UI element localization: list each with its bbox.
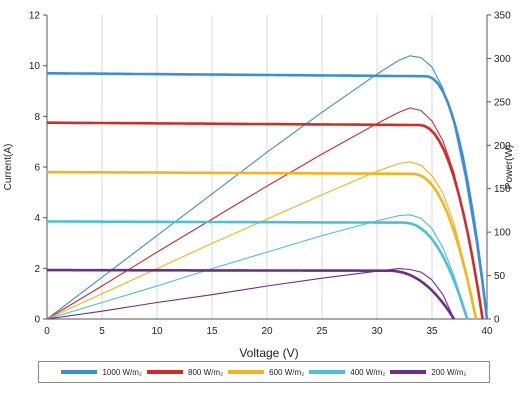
y-right-tick-label: 0 xyxy=(494,315,500,326)
legend-item: 1000 W/m₂ xyxy=(61,368,142,377)
current-curve-2 xyxy=(47,170,478,320)
current-curve-1 xyxy=(47,121,484,320)
legend-item: 800 W/m₂ xyxy=(147,368,223,377)
legend-label: 800 W/m₂ xyxy=(188,367,224,377)
current-curve-4 xyxy=(47,268,456,320)
legend-label: 200 W/m₂ xyxy=(431,367,467,377)
series xyxy=(46,55,489,320)
tick-labels: 0 5 10 15 20 25 30 35 40024681012050100150200250… xyxy=(29,11,511,338)
y-right-tick-label: 300 xyxy=(494,54,511,65)
x-tick-label: 40 xyxy=(481,326,493,337)
legend-swatch xyxy=(390,370,427,374)
power-curve-1 xyxy=(46,107,484,320)
legend-swatch xyxy=(309,370,346,374)
legend-swatch xyxy=(228,370,265,374)
y-left-tick-label: 12 xyxy=(29,11,41,22)
y-right-tick-label: 150 xyxy=(494,184,511,195)
y-right-tick-label: 350 xyxy=(494,11,511,22)
current-curve-3 xyxy=(47,220,469,320)
y-left-tick-label: 6 xyxy=(34,163,40,174)
x-tick-label: 15 xyxy=(206,326,218,337)
grid xyxy=(101,15,433,319)
power-curve-3 xyxy=(46,214,468,320)
y-right-tick-label: 100 xyxy=(494,228,511,239)
legend-label: 400 W/m₂ xyxy=(350,367,386,377)
legend-swatch xyxy=(61,370,98,374)
y-axis-right-title: Power(W) xyxy=(504,145,515,189)
x-axis-title: Voltage (V) xyxy=(239,346,298,360)
legend-item: 600 W/m₂ xyxy=(228,368,304,377)
y-right-tick-label: 50 xyxy=(494,271,506,282)
power-curve-0 xyxy=(46,55,488,320)
y-left-tick-label: 0 xyxy=(34,315,40,326)
y-left-tick-label: 10 xyxy=(29,61,41,72)
legend-item: 400 W/m₂ xyxy=(309,368,385,377)
y-left-tick-label: 4 xyxy=(34,213,40,224)
current-curve-0 xyxy=(47,72,489,320)
x-tick-label: 10 xyxy=(151,326,163,337)
legend-label: 600 W/m₂ xyxy=(269,367,305,377)
iv-pv-chart: 0 5 10 15 20 25 30 35 40024681012050100150200250… xyxy=(3,11,515,361)
y-axis-left-title: Current(A) xyxy=(3,144,14,191)
x-tick-label: 30 xyxy=(371,326,383,337)
y-right-tick-label: 200 xyxy=(494,141,511,152)
axes xyxy=(43,14,491,320)
y-left-tick-label: 2 xyxy=(34,264,40,275)
x-tick-label: 0 xyxy=(44,326,50,337)
legend-swatch xyxy=(147,370,184,374)
x-tick-label: 25 xyxy=(316,326,328,337)
x-tick-label: 5 xyxy=(99,326,105,337)
x-tick-label: 35 xyxy=(426,326,438,337)
x-tick-label: 20 xyxy=(261,326,273,337)
legend-item: 200 W/m₂ xyxy=(390,367,467,377)
power-curve-4 xyxy=(46,268,455,320)
y-right-tick-label: 250 xyxy=(494,97,511,108)
y-left-tick-label: 8 xyxy=(34,112,40,123)
legend-label: 1000 W/m₂ xyxy=(102,367,143,377)
legend: 1000 W/m₂ 800 W/m₂ 600 W/m₂ 400 W/m₂ 200 W/m… xyxy=(38,361,490,383)
power-curve-2 xyxy=(46,161,477,320)
